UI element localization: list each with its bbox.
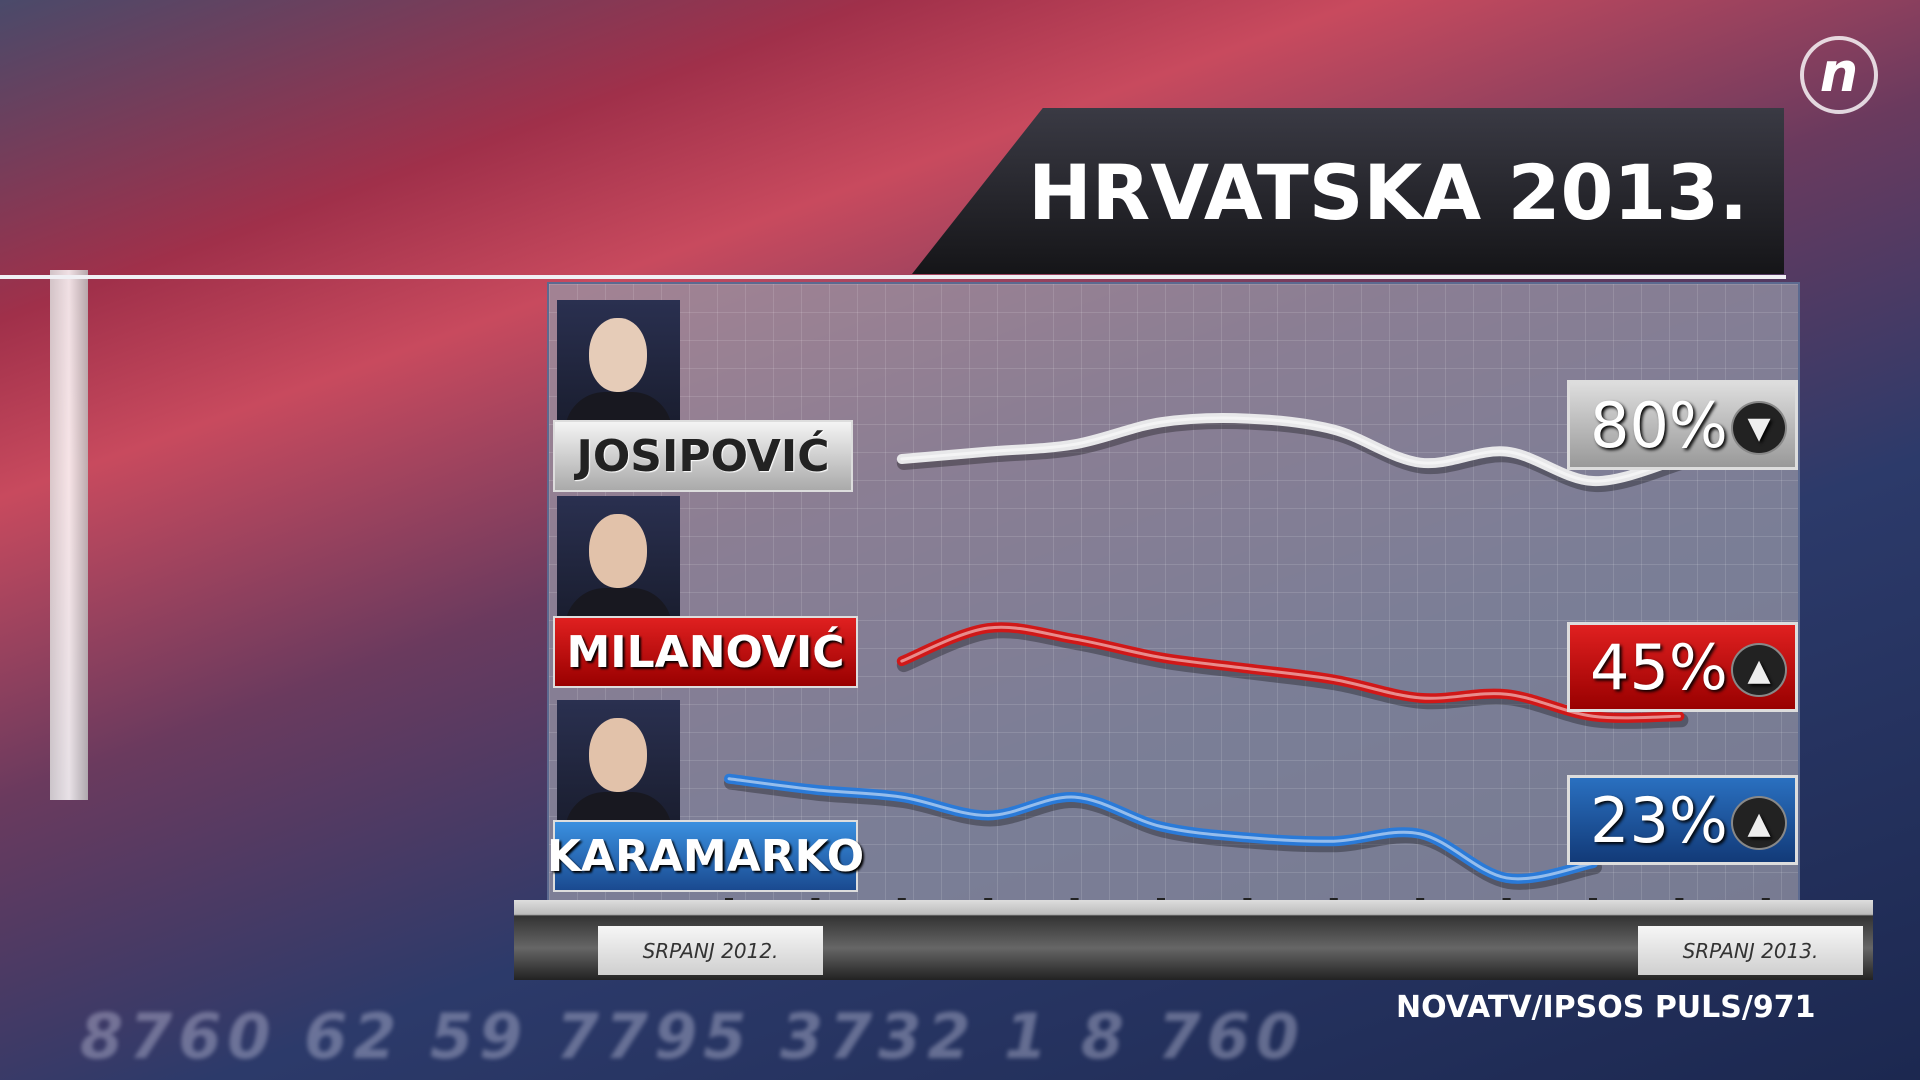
- x-label-start: SRPANJ 2012.: [598, 926, 823, 975]
- label-milanovic: MILANOVIĆ: [553, 616, 858, 688]
- value-karamarko: 23%: [1590, 783, 1728, 857]
- divider: [0, 275, 1786, 279]
- series-line-2: [727, 777, 1595, 881]
- photo-milanovic: [557, 496, 680, 616]
- value-josipovic: 80%: [1590, 388, 1728, 462]
- value-box-karamarko: 23% ▲: [1567, 775, 1798, 865]
- decorative-bar: [50, 270, 88, 800]
- photo-karamarko: [557, 700, 680, 820]
- value-milanovic: 45%: [1590, 630, 1728, 704]
- label-karamarko: KARAMARKO: [547, 820, 864, 892]
- series-line-0: [900, 416, 1681, 483]
- series-line-1: [900, 625, 1681, 720]
- x-label-end: SRPANJ 2013.: [1638, 926, 1863, 975]
- triangle-up-icon: ▲: [1731, 643, 1787, 697]
- background-numbers: 8760 62 59 7795 3732 1 8 760: [80, 1000, 1306, 1073]
- value-box-josipovic: 80% ▼: [1567, 380, 1798, 470]
- photo-josipovic: [557, 300, 680, 420]
- nova-tv-logo: n: [1800, 36, 1878, 114]
- title-banner: HRVATSKA 2013.: [912, 108, 1784, 274]
- triangle-up-icon: ▲: [1731, 796, 1787, 850]
- label-josipovic: JOSIPOVIĆ: [553, 420, 853, 492]
- value-box-milanovic: 45% ▲: [1567, 622, 1798, 712]
- chart-title: HRVATSKA 2013.: [1028, 148, 1748, 237]
- triangle-down-icon: ▼: [1731, 401, 1787, 455]
- source-text: NOVATV/IPSOS PULS/971: [1396, 990, 1816, 1025]
